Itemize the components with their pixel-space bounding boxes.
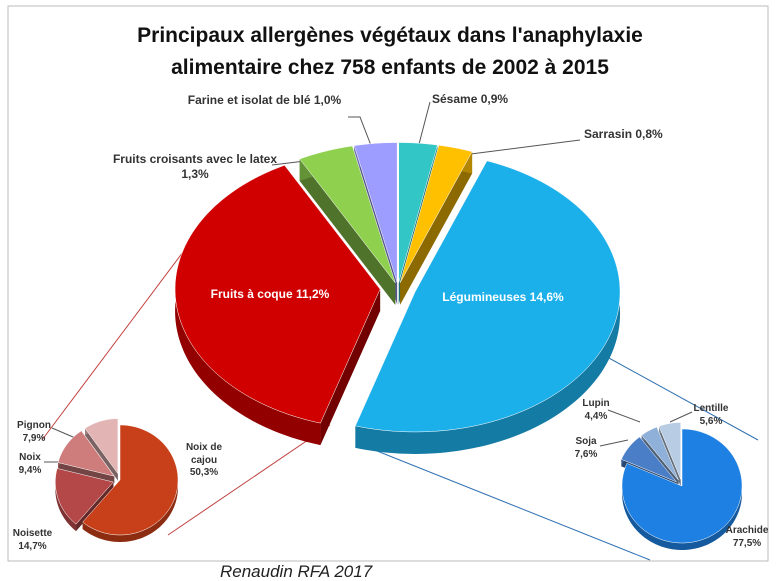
chart-title: alimentaire chez 758 enfants de 2002 à 2… <box>171 56 609 79</box>
slice-top <box>641 426 679 481</box>
slice <box>621 428 743 550</box>
slice-side <box>85 428 118 481</box>
slice-top <box>174 165 381 424</box>
leader-line <box>348 116 373 149</box>
data-label: Soja 7,6% <box>570 436 602 461</box>
connector <box>167 424 331 536</box>
value-label: 4,4% <box>584 410 608 422</box>
value-label: 7,6% <box>574 448 598 460</box>
slice-side <box>320 289 381 446</box>
slice-top <box>355 160 621 433</box>
data-label: Fruits à coque 11,2% <box>190 287 350 302</box>
slice-side <box>299 159 396 305</box>
category-label: Pignon <box>17 420 51 431</box>
slice-top <box>57 430 115 477</box>
slice-side <box>58 462 115 484</box>
data-label: Noisette 14,7% <box>10 528 55 553</box>
category-label: Noisette <box>12 528 53 539</box>
slice <box>399 144 473 305</box>
slice-top <box>299 145 396 284</box>
category-label: Soja <box>575 436 597 447</box>
slice <box>174 165 381 446</box>
value-label: 77,5% <box>732 537 762 549</box>
data-label: Noix de cajou 50,3% <box>178 442 230 480</box>
value-label: 9,4% <box>18 464 42 476</box>
category-label: Farine et isolat de blé <box>187 93 311 107</box>
category-label: Sarrasin <box>584 127 633 141</box>
category-label: Légumineuses <box>442 290 527 304</box>
value-label: 11,2% <box>295 287 330 301</box>
connector-lines <box>41 251 759 561</box>
leader-line <box>599 439 629 447</box>
leader-line <box>607 409 641 423</box>
slice-rim <box>175 165 321 446</box>
value-label: 50,3% <box>189 467 219 478</box>
category-label: Noix <box>19 452 41 463</box>
value-label: 14,7% <box>18 540 47 552</box>
slice-top <box>398 142 438 283</box>
value-label: 14,6% <box>529 290 564 304</box>
slice <box>82 424 179 542</box>
leader-line <box>417 101 431 149</box>
category-label: Fruits à coque <box>210 287 293 301</box>
value-label: 0,9% <box>480 92 509 106</box>
slice <box>299 145 396 305</box>
slice <box>658 422 681 487</box>
connector <box>361 444 651 561</box>
slice-rim <box>55 468 77 532</box>
slice-top <box>82 424 179 536</box>
value-label: 7,9% <box>22 432 46 444</box>
slice-top <box>621 428 743 544</box>
value-label: 1,3% <box>181 167 209 181</box>
category-label: Arachide <box>725 525 769 536</box>
data-label: Sésame 0,9% <box>432 92 552 107</box>
slice <box>355 160 621 454</box>
category-label: Lupin <box>582 398 610 409</box>
leader-line <box>669 411 693 423</box>
category-label: Lentille <box>693 403 729 414</box>
value-label: 5,6% <box>699 415 723 427</box>
slice-top <box>399 144 473 283</box>
data-label: Noix 9,4% <box>14 452 46 477</box>
connector <box>597 351 759 441</box>
value-label: 1,0% <box>313 93 342 107</box>
slice <box>84 418 119 481</box>
slice-top <box>353 142 398 283</box>
source: Renaudin RFA 2017 <box>220 562 373 581</box>
value-label: 0,8% <box>635 127 663 141</box>
slice-top <box>55 468 114 525</box>
category-label: Noix de cajou <box>185 442 223 466</box>
chart-title: Principaux allergènes végétaux dans l'an… <box>137 24 643 47</box>
data-label: Légumineuses 14,6% <box>418 290 588 305</box>
leader-line <box>454 139 581 157</box>
data-label: Arachide 77,5% <box>722 525 772 550</box>
slice-side <box>400 151 473 305</box>
data-label: Pignon 7,9% <box>14 420 54 445</box>
slice <box>57 430 115 484</box>
slice-top <box>621 436 677 483</box>
connector <box>41 251 184 441</box>
data-label: Fruits croisants avec le latex 1,3% <box>106 152 284 182</box>
slice-rim <box>82 425 178 542</box>
slice <box>641 426 679 488</box>
data-label: Sarrasin 0,8% <box>584 127 704 142</box>
data-label: Lentille 5,6% <box>688 403 734 428</box>
slice-top <box>84 418 119 475</box>
category-label: Sésame <box>432 92 478 106</box>
slice-top <box>658 422 681 480</box>
data-label: Farine et isolat de blé 1,0% <box>182 93 347 108</box>
slice-side <box>659 426 681 487</box>
data-label: Lupin 4,4% <box>580 398 612 423</box>
category-label: Fruits croisants avec le latex <box>112 152 278 166</box>
